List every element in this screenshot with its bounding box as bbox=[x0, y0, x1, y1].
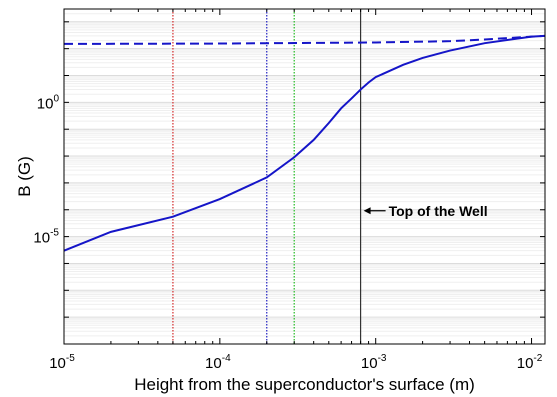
x-tick-label: 10-4 bbox=[205, 353, 231, 372]
dashed-series-line bbox=[63, 34, 546, 45]
tick-label-exponent: -5 bbox=[50, 228, 59, 239]
x-tick-labels: 10-5 10-4 10-3 10-2 bbox=[49, 353, 543, 372]
tick-label-exponent: -3 bbox=[378, 353, 387, 364]
annotation: Top of the Well bbox=[363, 203, 488, 219]
tick-label-base: 10 bbox=[517, 355, 534, 372]
y-tick-label: 100 bbox=[37, 93, 60, 112]
solid-series-line bbox=[63, 34, 546, 252]
reference-lines bbox=[172, 9, 362, 344]
tick-label-base: 10 bbox=[205, 355, 222, 372]
tick-label-exponent: -4 bbox=[222, 353, 231, 364]
tick-label-base: 10 bbox=[361, 355, 378, 372]
tick-label-exponent: 0 bbox=[53, 93, 59, 104]
series-group bbox=[63, 34, 546, 252]
x-axis-label: Height from the superconductor's surface… bbox=[134, 375, 475, 394]
tick-label-base: 10 bbox=[49, 355, 66, 372]
x-tick-label: 10-5 bbox=[49, 353, 75, 372]
tick-label-base: 10 bbox=[37, 95, 54, 112]
tick-label-exponent: -5 bbox=[66, 353, 75, 364]
y-tick-label: 10-5 bbox=[33, 228, 59, 247]
plot-frame bbox=[63, 8, 546, 345]
tick-label-base: 10 bbox=[33, 230, 50, 247]
tick-marks bbox=[63, 9, 545, 345]
x-tick-label: 10-2 bbox=[517, 353, 543, 372]
annotation-arrowhead bbox=[363, 207, 371, 215]
tick-label-exponent: -2 bbox=[533, 353, 542, 364]
grid-lines bbox=[64, 13, 545, 337]
x-tick-label: 10-3 bbox=[361, 353, 387, 372]
annotation-text: Top of the Well bbox=[389, 203, 488, 219]
y-axis-label: B (G) bbox=[15, 156, 34, 197]
